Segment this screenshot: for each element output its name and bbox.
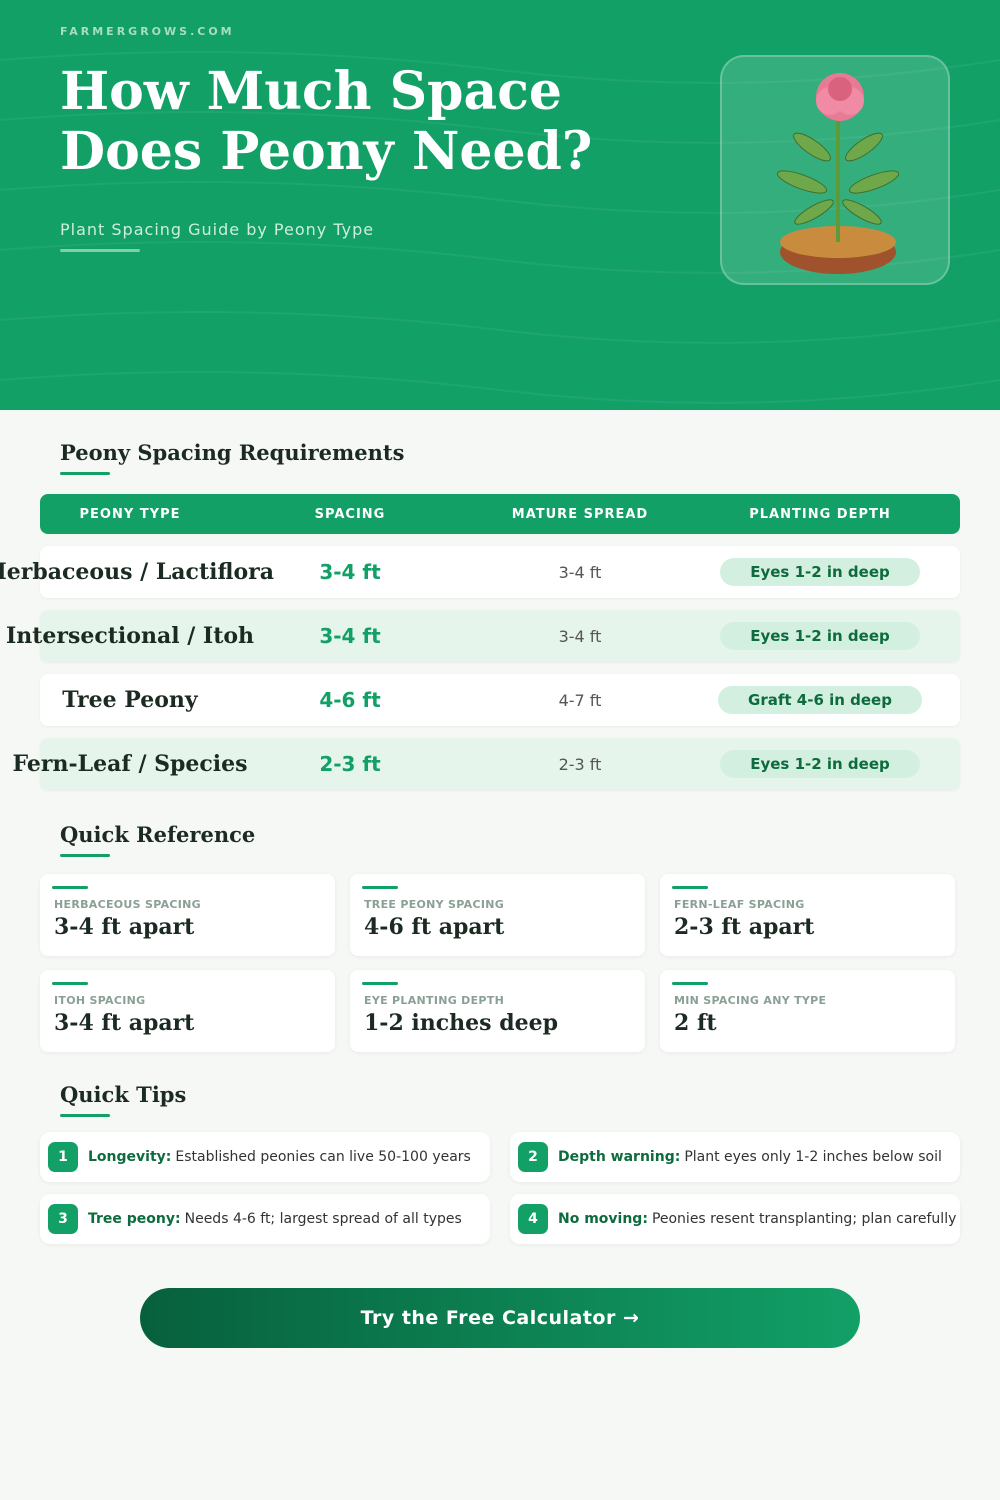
reference-card: ITOH SPACING 3-4 ft apart [40,970,335,1052]
table-row: Herbaceous / Lactiflora 3-4 ft 3-4 ft Ey… [0,546,960,598]
reference-card: EYE PLANTING DEPTH 1-2 inches deep [350,970,645,1052]
peony-type: Tree Peony [62,687,198,713]
depth-badge: Eyes 1-2 in deep [720,622,920,650]
reference-card: TREE PEONY SPACING 4-6 ft apart [350,874,645,956]
card-value: 4-6 ft apart [364,914,505,940]
card-value: 3-4 ft apart [54,1010,195,1036]
card-label: EYE PLANTING DEPTH [364,994,505,1007]
spread-value: 3-4 ft [558,562,602,582]
page-title: How Much Space Does Peony Need? [60,61,593,182]
table-row: Intersectional / Itoh 3-4 ft 3-4 ft Eyes… [6,610,960,662]
tip-text: Needs 4-6 ft; largest spread of all type… [184,1211,462,1227]
accent-bar [672,982,708,985]
peony-type: Intersectional / Itoh [5,623,255,649]
section-heading-tips: Quick Tips [60,1082,187,1117]
reference-card: MIN SPACING ANY TYPE 2 ft [660,970,955,1052]
reference-card: FERN-LEAF SPACING 2-3 ft apart [660,874,955,956]
tip-text: Established peonies can live 50-100 year… [175,1149,471,1165]
accent-bar [362,982,398,985]
free-calculator-button[interactable]: Try the Free Calculator → [140,1288,860,1348]
card-label: HERBACEOUS SPACING [54,898,201,911]
spacing-value: 2-3 ft [319,752,381,776]
peony-type: Herbaceous / Lactiflora [0,559,274,585]
spacing-value: 3-4 ft [319,624,381,648]
tip-number: 4 [518,1204,548,1234]
tip-item: 1 Longevity: Established peonies can live … [40,1132,490,1182]
depth-badge: Eyes 1-2 in deep [720,750,920,778]
spread-value: 3-4 ft [558,626,602,646]
hero-banner: FARMERGROWS.COM How Much Space Does Peony… [0,0,1000,410]
table-header: PEONY TYPE SPACING MATURE SPREAD PLANTIN… [40,494,960,534]
tip-item: 2 Depth warning: Plant eyes only 1-2 inche… [510,1132,960,1182]
accent-bar [52,886,88,889]
table-row: Tree Peony 4-6 ft 4-7 ft Graft 4-6 in de… [40,674,960,726]
tip-number: 2 [518,1142,548,1172]
peony-illustration [720,55,950,285]
column-header: PLANTING DEPTH [749,506,891,522]
tip-title: No moving: [558,1211,648,1227]
spacing-value: 3-4 ft [319,560,381,584]
accent-bar [362,886,398,889]
spacing-table: PEONY TYPE SPACING MATURE SPREAD PLANTIN… [0,494,960,790]
divider [60,249,140,252]
column-header: MATURE SPREAD [511,506,649,522]
card-value: 2 ft [674,1010,717,1036]
card-label: FERN-LEAF SPACING [674,898,805,911]
card-label: ITOH SPACING [54,994,146,1007]
card-label: TREE PEONY SPACING [364,898,505,911]
accent-bar [52,982,88,985]
table-row: Fern-Leaf / Species 2-3 ft 2-3 ft Eyes 1… [12,738,960,790]
spacing-value: 4-6 ft [319,688,381,712]
depth-badge: Eyes 1-2 in deep [720,558,920,586]
tip-item: 3 Tree peony: Needs 4-6 ft; largest spread… [40,1194,490,1244]
depth-badge: Graft 4-6 in deep [718,686,922,714]
card-label: MIN SPACING ANY TYPE [674,994,827,1007]
column-header: SPACING [314,506,386,522]
accent-bar [672,886,708,889]
site-name: FARMERGROWS.COM [60,25,235,38]
reference-card: HERBACEOUS SPACING 3-4 ft apart [40,874,335,956]
tip-title: Depth warning: [558,1149,681,1165]
tip-number: 1 [48,1142,78,1172]
section-heading-spacing: Peony Spacing Requirements [60,440,405,475]
section-heading-quick-reference: Quick Reference [60,822,256,857]
peony-type: Fern-Leaf / Species [12,751,248,777]
spread-value: 4-7 ft [558,690,602,710]
tip-title: Longevity: [88,1149,172,1165]
page-subtitle: Plant Spacing Guide by Peony Type [60,220,375,239]
column-header: PEONY TYPE [79,506,181,522]
spread-value: 2-3 ft [558,754,602,774]
tip-text: Peonies resent transplanting; plan caref… [651,1211,957,1227]
card-value: 1-2 inches deep [364,1010,558,1036]
card-value: 2-3 ft apart [674,914,815,940]
tip-title: Tree peony: [88,1211,181,1227]
tip-item: 4 No moving: Peonies resent transplanting;… [510,1194,960,1244]
card-value: 3-4 ft apart [54,914,195,940]
tip-number: 3 [48,1204,78,1234]
tip-text: Plant eyes only 1-2 inches below soil [684,1149,942,1165]
